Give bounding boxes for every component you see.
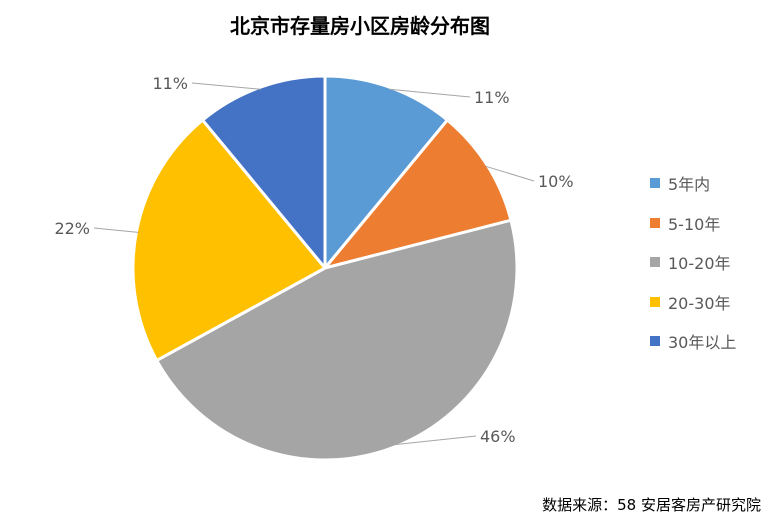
- source-note: 数据来源：58 安居客房产研究院: [542, 496, 761, 514]
- chart-title: 北京市存量房小区房龄分布图: [230, 14, 490, 38]
- legend-item: 20-30年: [650, 292, 736, 313]
- pie-slice: [201, 74, 327, 270]
- data-label: 10%: [538, 172, 574, 191]
- pie-slice: [155, 218, 519, 462]
- legend-label: 5年内: [668, 175, 711, 194]
- data-labels: 11% 10% 46% 22% 11%: [54, 74, 573, 446]
- pie-slices: [131, 74, 519, 462]
- legend-label: 20-30年: [668, 293, 731, 313]
- pie-slice: [323, 74, 449, 270]
- legend-swatch: [650, 257, 660, 267]
- legend: 5年内 5-10年 10-20年 20-30年 30年以上: [650, 173, 736, 371]
- legend-item: 5-10年: [650, 213, 736, 234]
- legend-swatch: [650, 217, 660, 228]
- leader-line: [93, 227, 139, 233]
- legend-swatch: [650, 178, 660, 188]
- legend-label: 5-10年: [668, 214, 721, 234]
- data-label: 46%: [480, 427, 516, 446]
- legend-swatch: [650, 336, 660, 346]
- legend-item: 5年内: [650, 173, 736, 194]
- leader-line: [485, 165, 535, 182]
- data-label: 11%: [152, 74, 188, 93]
- leader-line: [191, 82, 261, 90]
- data-label: 22%: [54, 219, 90, 238]
- legend-swatch: [650, 296, 660, 307]
- legend-item: 30年以上: [650, 331, 737, 352]
- data-label: 11%: [474, 88, 510, 107]
- legend-label: 10-20年: [668, 254, 731, 273]
- legend-item: 10-20年: [650, 252, 736, 273]
- leader-line: [394, 435, 477, 446]
- leader-lines: [93, 82, 535, 446]
- leader-line: [389, 88, 471, 98]
- legend-label: 30年以上: [668, 333, 737, 352]
